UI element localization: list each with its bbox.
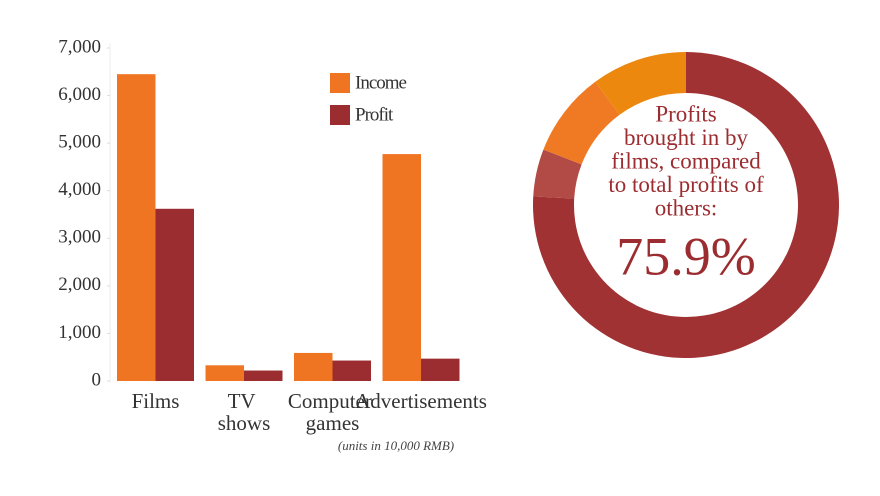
donut-slice xyxy=(595,52,686,115)
bar xyxy=(205,365,244,381)
y-tick-label: 4,000 xyxy=(58,179,101,200)
y-tick-label: 2,000 xyxy=(58,274,101,295)
y-tick-label: 0 xyxy=(92,369,102,390)
bar xyxy=(244,370,283,381)
bar xyxy=(155,208,194,381)
center-text: brought in by xyxy=(624,125,748,150)
bar xyxy=(421,358,460,381)
x-tick-label: Computer games xyxy=(288,389,377,435)
bar xyxy=(332,360,371,381)
legend-swatch xyxy=(330,105,350,125)
y-tick-label: 6,000 xyxy=(58,84,101,105)
y-tick-label: 7,000 xyxy=(58,36,101,57)
center-text: to total profits of xyxy=(608,172,764,197)
note: (units in 10,000 RMB) xyxy=(338,438,454,453)
x-tick-label: Films xyxy=(132,389,180,413)
center-text: Profits xyxy=(655,101,716,126)
y-tick-label: 3,000 xyxy=(58,227,101,248)
bar xyxy=(117,74,156,382)
center-text: films, compared xyxy=(611,148,761,173)
legend-label: Profit xyxy=(355,104,394,125)
bar xyxy=(382,154,421,381)
y-tick-label: 5,000 xyxy=(58,132,101,153)
x-tick-label: TV shows xyxy=(218,389,271,435)
value-label: 75.9% xyxy=(616,226,755,286)
legend-label: Income xyxy=(355,72,407,93)
center-text: others: xyxy=(655,195,718,220)
y-tick-label: 1,000 xyxy=(58,322,101,343)
bar xyxy=(294,352,333,381)
x-tick-label: Advertisements xyxy=(355,389,487,413)
legend-swatch xyxy=(330,73,350,93)
donut-slice xyxy=(543,81,620,165)
donut-slice xyxy=(533,149,582,199)
